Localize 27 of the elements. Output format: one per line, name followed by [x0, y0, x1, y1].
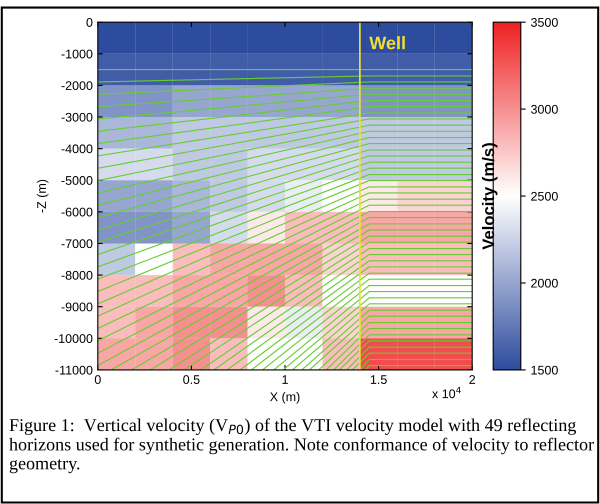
y-tick-label: 0 [86, 18, 92, 27]
color-bar-label: 1500 [531, 366, 558, 375]
y-tick-label: -3000 [62, 112, 92, 122]
y-tick-label: -10000 [54, 334, 92, 343]
y-tick-label: -7000 [62, 239, 92, 248]
x-tick-label: 2 [469, 375, 476, 384]
y-tick-label: -1000 [62, 50, 92, 58]
x-tick-label: 0 [94, 375, 101, 384]
y-tick-label: -4000 [62, 144, 92, 154]
x-tick-label: 1 [282, 375, 288, 384]
color-bar-label: 2500 [531, 192, 558, 201]
color-bar-label: 2000 [531, 278, 558, 288]
text: x 10$^{4}$ [432, 386, 461, 398]
x-tick-label: 1.5 [370, 375, 387, 384]
color-bar-label: 3500 [531, 18, 558, 27]
y-axis-title: -Z (m) [36, 180, 48, 213]
ref-line-label: Well [369, 36, 405, 50]
y-tick-label: -2000 [62, 81, 92, 90]
x-tick-label: 0.5 [183, 375, 200, 384]
y-tick-label: -8000 [62, 270, 92, 280]
y-tick-label: -9000 [62, 302, 92, 312]
color-bar-label: 3000 [531, 104, 558, 114]
x-axis-title: X (m) [270, 392, 300, 404]
y-tick-label: -6000 [62, 208, 92, 217]
y-tick-label: -11000 [55, 366, 92, 375]
caption: Figure 1: Vertical velocity (V$_{P0}$) of the VTI velocity model with 49 reflecting horizons used for synthetic generation. Note conformance of velocity to reflector geometry. [9, 418, 594, 474]
y-tick-label: -5000 [62, 176, 92, 185]
